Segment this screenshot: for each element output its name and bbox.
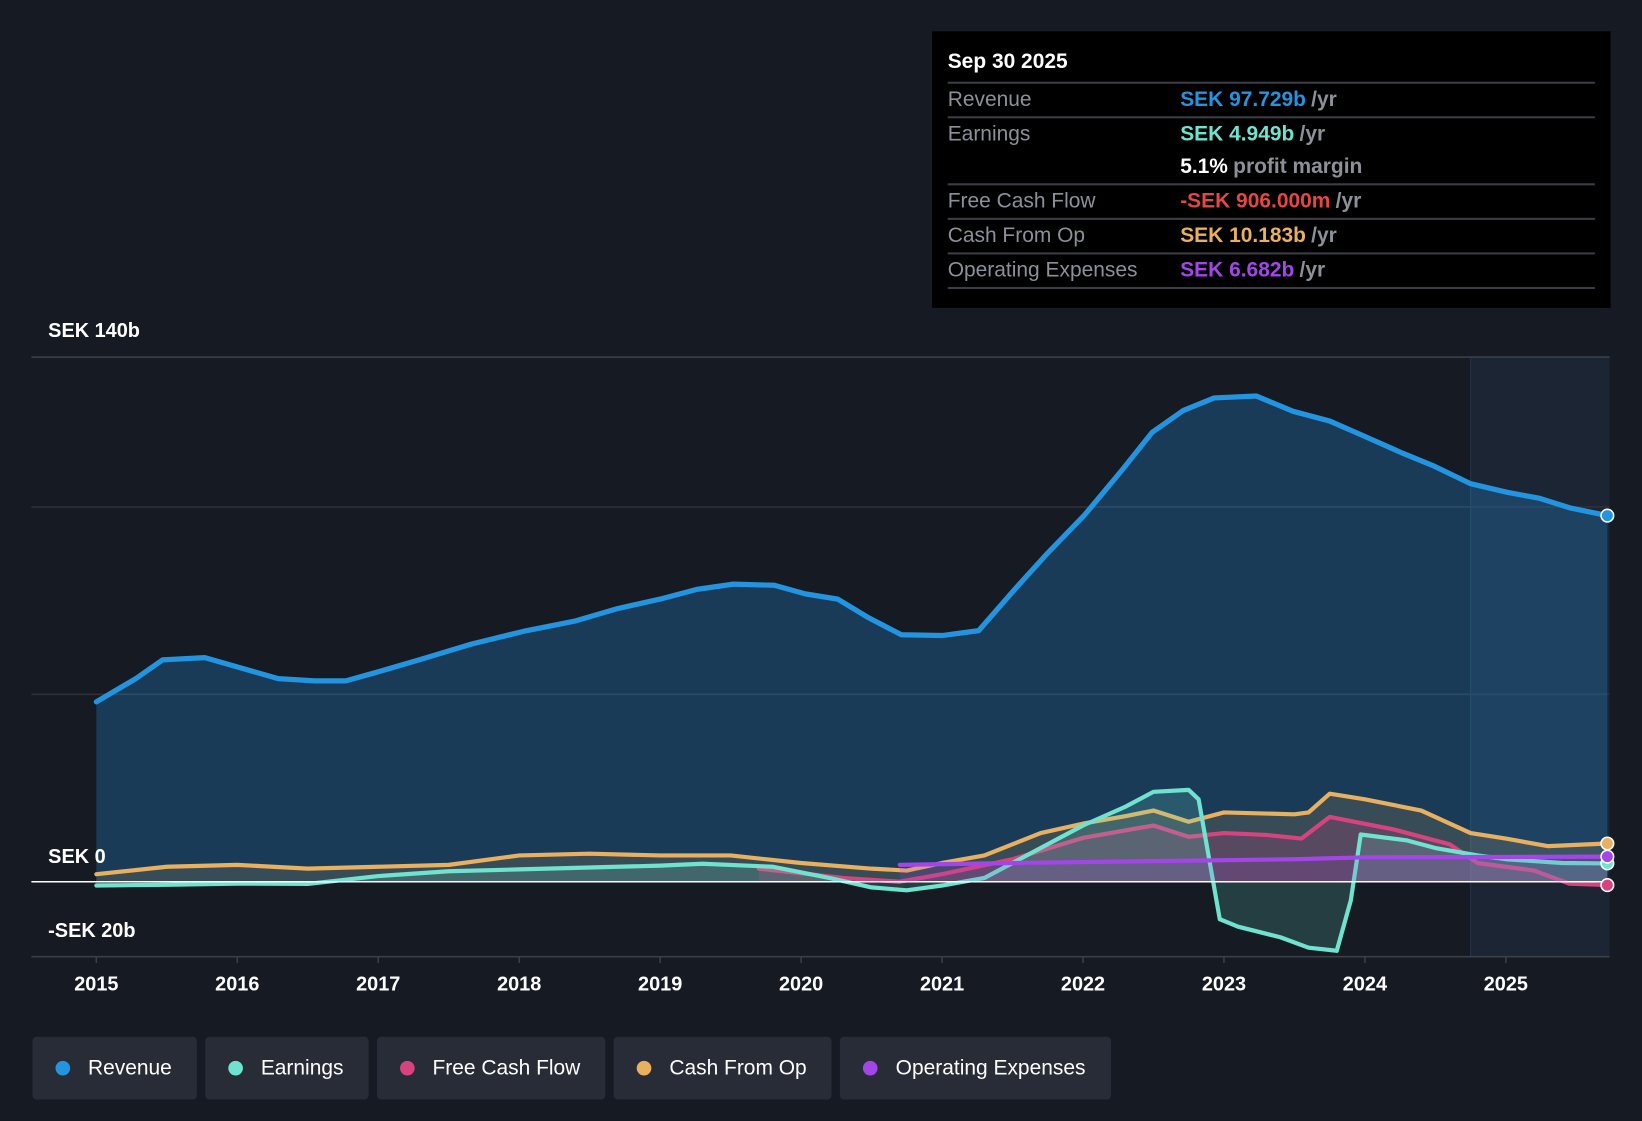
tooltip-value: SEK 4.949b: [1180, 122, 1295, 146]
earnings-line: [94, 787, 1610, 953]
opex-line: [897, 854, 1610, 867]
revenue-line: [93, 393, 1610, 705]
cfo-line: [94, 791, 1610, 877]
tooltip-label: [948, 151, 1180, 183]
tooltip-row-opex: Operating Expenses SEK 6.682b/yr: [947, 254, 1595, 290]
x-tick-label: 2021: [920, 974, 964, 996]
fcf-dot-icon: [400, 1060, 415, 1076]
x-tick-label: 2020: [779, 974, 823, 996]
tooltip-row-revenue: Revenue SEK 97.729b/yr: [947, 84, 1595, 119]
tooltip-row-earnings: Earnings SEK 4.949b/yr: [948, 118, 1595, 150]
tooltip-row-margin: 5.1% profit margin: [947, 151, 1595, 186]
x-tick-label: 2018: [497, 974, 541, 996]
tooltip: Sep 30 2025 Revenue SEK 97.729b/yr Earnin…: [932, 31, 1611, 308]
tooltip-value: SEK 97.729b: [1180, 87, 1306, 112]
legend: Revenue Earnings Free Cash Flow Cash Fro…: [32, 1036, 1111, 1100]
legend-revenue[interactable]: Revenue: [32, 1036, 197, 1100]
earnings-dot-icon: [228, 1060, 244, 1076]
tooltip-unit: /yr: [1335, 189, 1362, 213]
tooltip-value: -SEK 906.000m: [1180, 189, 1331, 213]
cfo-dot-icon: [636, 1060, 652, 1076]
revenue-dot-icon: [55, 1060, 71, 1076]
opex-end-marker: [1600, 849, 1615, 864]
tooltip-label: Earnings: [947, 122, 1031, 146]
tooltip-value: SEK 10.183b: [1180, 224, 1306, 248]
y-label-zero: SEK 0: [48, 846, 106, 869]
revenue-end-marker: [1600, 508, 1615, 523]
x-tick-label: 2019: [638, 974, 682, 996]
x-tick-label: 2025: [1484, 974, 1528, 996]
x-tick-label: 2022: [1061, 974, 1105, 996]
legend-free-cash-flow[interactable]: Free Cash Flow: [376, 1036, 606, 1100]
tooltip-unit: /yr: [1311, 224, 1337, 248]
x-tick-label: 2023: [1202, 974, 1246, 996]
tooltip-value: 5.1%: [1180, 154, 1228, 179]
tooltip-row-cfo: Cash From Op SEK 10.183b/yr: [947, 220, 1595, 255]
y-label-top: SEK 140b: [48, 320, 140, 343]
revenue-area: [96, 396, 1608, 882]
tooltip-label: Free Cash Flow: [947, 189, 1096, 213]
fcf-line: [756, 814, 1610, 888]
legend-label: Operating Expenses: [895, 1056, 1086, 1080]
x-tick-label: 2024: [1343, 974, 1387, 996]
tooltip-value: SEK 6.682b: [1180, 258, 1295, 282]
x-tick-label: 2015: [74, 974, 118, 996]
cfo-end-marker: [1600, 836, 1615, 851]
tooltip-date: Sep 30 2025: [947, 48, 1595, 84]
tooltip-label: Cash From Op: [947, 224, 1086, 248]
y-label-bottom: -SEK 20b: [48, 920, 136, 943]
tooltip-row-fcf: Free Cash Flow -SEK 906.000m/yr: [947, 185, 1595, 220]
tooltip-label: Revenue: [947, 87, 1032, 112]
legend-earnings[interactable]: Earnings: [205, 1036, 369, 1100]
tooltip-label: Operating Expenses: [947, 258, 1138, 282]
legend-label: Cash From Op: [669, 1056, 807, 1080]
legend-operating-expenses[interactable]: Operating Expenses: [840, 1036, 1111, 1100]
opex-dot-icon: [863, 1060, 878, 1076]
legend-cash-from-op[interactable]: Cash From Op: [613, 1036, 832, 1100]
tooltip-unit: /yr: [1299, 122, 1326, 146]
fcf-end-marker: [1600, 878, 1615, 893]
legend-label: Free Cash Flow: [432, 1056, 581, 1080]
tooltip-unit: /yr: [1311, 87, 1337, 112]
legend-label: Revenue: [87, 1056, 172, 1080]
tooltip-unit: /yr: [1299, 258, 1326, 282]
fcf-area: [758, 816, 1608, 886]
earnings-area: [96, 789, 1608, 951]
x-tick-label: 2016: [215, 974, 259, 996]
tooltip-unit: profit margin: [1233, 154, 1363, 179]
legend-label: Earnings: [260, 1056, 344, 1080]
x-tick-label: 2017: [356, 974, 400, 996]
